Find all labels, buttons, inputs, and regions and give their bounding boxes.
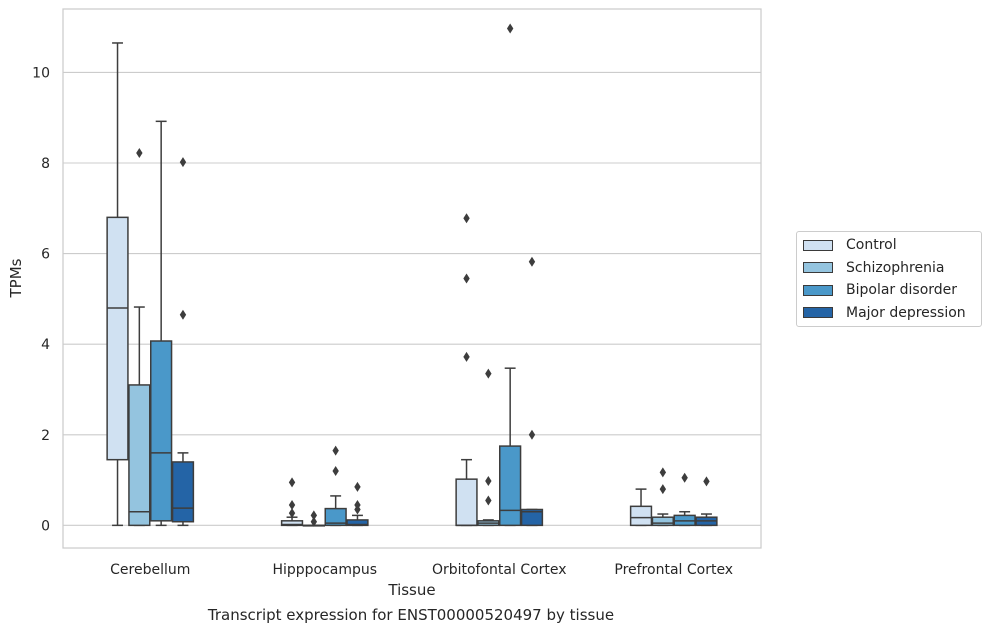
y-tick-label: 8 [41, 156, 50, 172]
x-tick-label: Cerebellum [110, 562, 190, 578]
legend: Control Schizophrenia Bipolar disorder Majo… [796, 231, 982, 327]
box-iqr [455, 478, 478, 527]
x-tick-label: Orbitofontal Cortex [432, 562, 567, 578]
legend-label: Major depression [846, 304, 966, 321]
box [520, 256, 544, 527]
box [695, 476, 718, 527]
box [150, 120, 173, 527]
x-axis-label: Tissue [387, 581, 435, 599]
x-tick-label: Hipppocampus [272, 562, 377, 578]
outlier-point [703, 476, 710, 487]
legend-label: Bipolar disorder [846, 282, 958, 299]
box-iqr [324, 507, 347, 527]
outlier-point [354, 481, 361, 492]
outlier-point [288, 508, 296, 519]
plot-frame [62, 8, 762, 549]
box-iqr [499, 445, 522, 527]
legend-label: Schizophrenia [846, 259, 945, 276]
box-iqr [346, 519, 369, 527]
legend-label: Control [846, 237, 897, 254]
outlier-point [528, 429, 536, 440]
outlier-point [681, 472, 688, 483]
box-iqr [629, 505, 653, 527]
box-iqr [128, 384, 151, 527]
outlier-point [463, 213, 470, 224]
box [499, 23, 522, 527]
outlier-point [485, 368, 492, 379]
outlier-point [136, 148, 143, 159]
box [128, 148, 151, 527]
box [171, 157, 195, 527]
box [477, 368, 500, 527]
y-tick-label: 2 [41, 428, 50, 444]
y-tick-label: 0 [41, 518, 50, 534]
box [106, 42, 129, 527]
outlier-point [485, 475, 492, 486]
y-tick-label: 6 [41, 247, 50, 263]
box-iqr [520, 508, 544, 527]
box [302, 510, 325, 527]
outlier-point [528, 256, 536, 267]
legend-swatch [803, 262, 833, 274]
outlier-point [179, 309, 187, 320]
box-iqr [106, 216, 129, 461]
outlier-point [332, 466, 339, 476]
outlier-point [288, 477, 296, 488]
box [651, 467, 674, 527]
legend-swatch [803, 307, 833, 319]
legend-swatch [803, 284, 833, 296]
outlier-point [659, 467, 667, 478]
outlier-point [659, 484, 667, 495]
outlier-point [288, 499, 296, 510]
outlier-point [310, 516, 318, 527]
box-iqr [280, 520, 304, 527]
box [346, 481, 369, 527]
boxes-layer [106, 23, 718, 527]
legend-item: Schizophrenia [797, 257, 981, 280]
outlier-point [332, 445, 339, 456]
legend-item: Major depression [797, 302, 981, 325]
legend-item: Control [797, 234, 981, 257]
box [455, 213, 478, 527]
box-iqr [651, 516, 674, 527]
box-iqr [150, 340, 173, 522]
outlier-point [506, 23, 514, 34]
x-tick-label: Prefrontal Cortex [614, 562, 733, 578]
legend-swatch [803, 239, 833, 251]
box [324, 445, 347, 527]
x-tick-labels: Cerebellum Hipppocampus Orbitofontal Corte… [110, 562, 733, 578]
y-tick-label: 4 [41, 337, 50, 353]
outlier-point [354, 499, 361, 510]
outlier-point [463, 273, 470, 284]
chart-caption: Transcript expression for ENST0000052049… [207, 606, 615, 624]
outlier-point [485, 495, 492, 506]
box-iqr [171, 461, 195, 523]
box [629, 488, 653, 527]
y-tick-label: 10 [32, 65, 50, 81]
outlier-point [310, 510, 318, 521]
outlier-point [179, 157, 187, 168]
y-axis-label: TPMs [7, 258, 25, 298]
y-tick-labels: 0 2 4 6 8 10 [32, 65, 50, 534]
legend-item: Bipolar disorder [797, 279, 981, 302]
box [280, 477, 304, 527]
box [673, 472, 696, 527]
outlier-point [463, 351, 470, 362]
